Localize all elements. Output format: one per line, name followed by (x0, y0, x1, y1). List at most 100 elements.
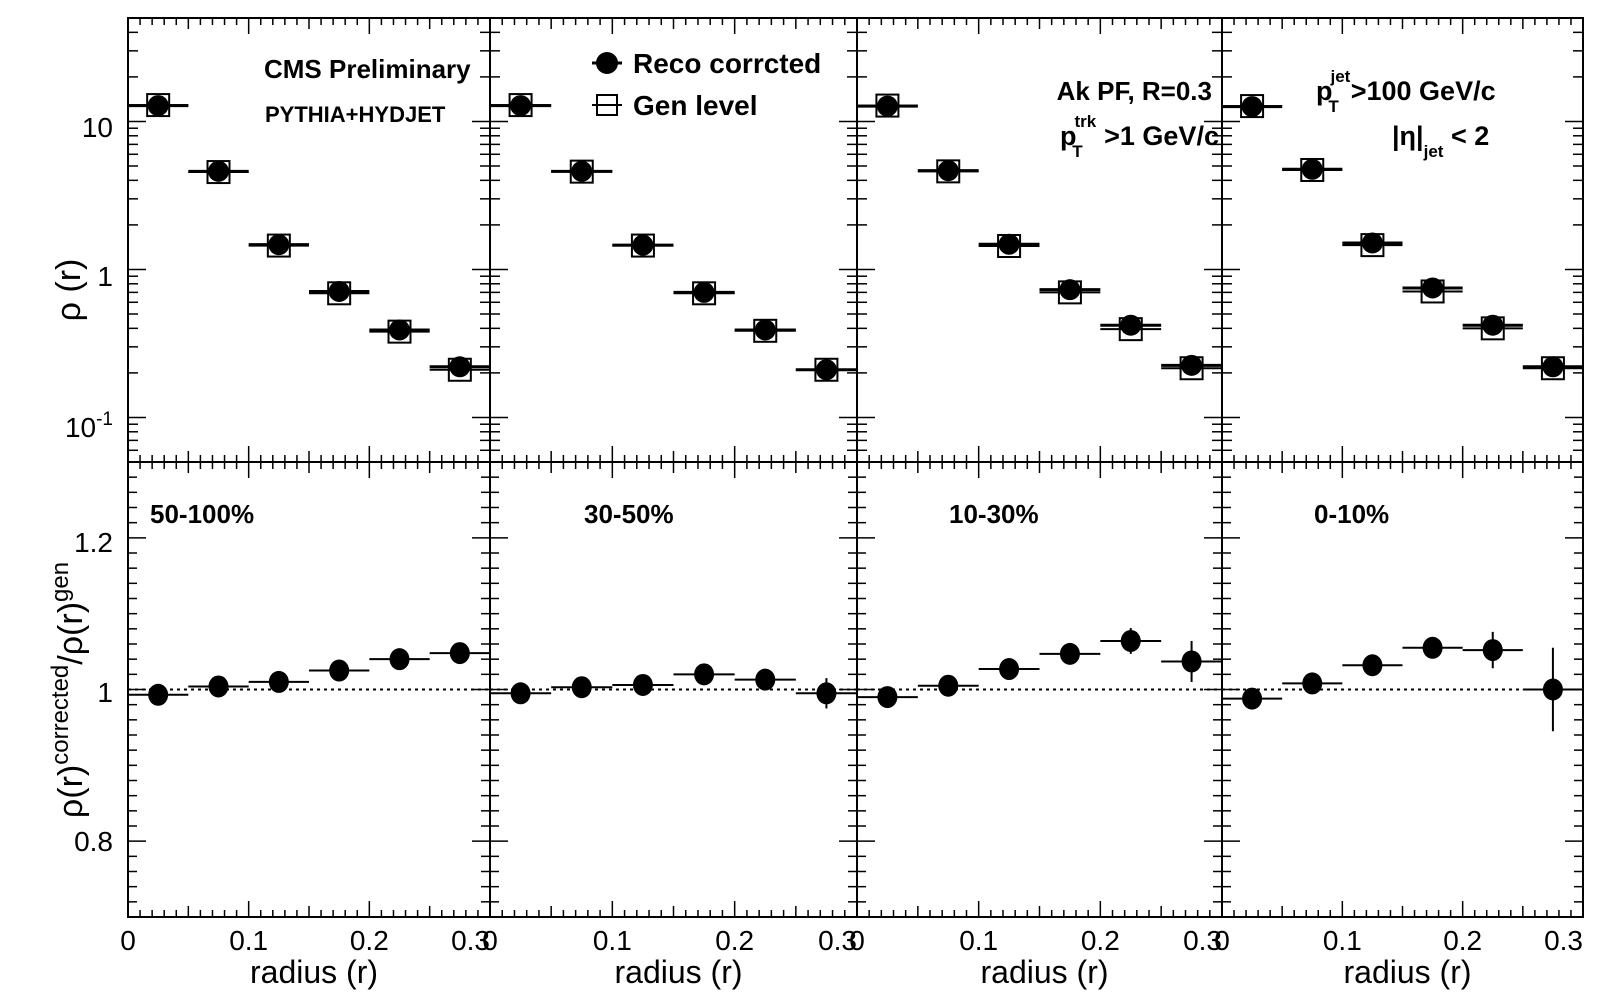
ratio-point (816, 682, 837, 705)
y-tick-label-top-0.1: 10-1 (65, 409, 113, 443)
ratio-point (1302, 672, 1323, 695)
legend-gen-label: Gen level (633, 90, 758, 121)
y-axis-title-bottom: ρ(r)corrected/ρ(r)gen (47, 562, 90, 818)
panel-frames (127, 17, 1584, 918)
y-axis-title-top: ρ (r) (50, 259, 88, 322)
x-tick-label: 0.3 (1544, 925, 1583, 956)
ratio-point (755, 668, 776, 691)
x-tick-label: 0.1 (959, 925, 998, 956)
ratio-point (1242, 687, 1263, 710)
x-tick-label: 0.2 (715, 925, 754, 956)
reco-point (1361, 232, 1383, 254)
reco-point (1542, 356, 1564, 378)
reco-point (754, 319, 776, 341)
centrality-label-30-50: 30-50% (584, 499, 674, 529)
reco-point (510, 95, 532, 117)
reco-point (1181, 354, 1203, 376)
jet-cut-label: pjet T>100 GeV/c (1316, 67, 1496, 116)
reco-point (998, 233, 1020, 255)
x-tick-label: 0.3 (451, 925, 490, 956)
x-tick-label: 0.3 (818, 925, 857, 956)
x-tick-label: 0.1 (229, 925, 268, 956)
reco-point (449, 356, 471, 378)
panel-frame-top-1 (489, 17, 858, 463)
centrality-label-0-10: 0-10% (1314, 499, 1389, 529)
x-tick-label: 0 (849, 925, 865, 956)
panel-frame-bottom-0 (127, 461, 491, 918)
x-tick-label: 0 (1214, 925, 1230, 956)
ratio-point (1362, 654, 1383, 677)
legend: Reco corrcted Gen level (592, 48, 821, 121)
reco-point (328, 280, 350, 302)
reco-point (937, 160, 959, 182)
x-tick-label: 0.2 (1443, 925, 1482, 956)
ratio-point (877, 686, 898, 709)
eta-cut-label: |η|jet < 2 (1392, 121, 1489, 161)
legend-reco-marker (596, 52, 618, 74)
reco-point (815, 359, 837, 381)
ratio-point (1181, 650, 1202, 673)
panel-frame-top-0 (127, 17, 491, 463)
reco-point (1422, 277, 1444, 299)
ratio-point (389, 648, 410, 671)
reco-point (693, 281, 715, 303)
y-tick-label-bottom-0.8: 0.8 (74, 826, 113, 857)
ratio-point (938, 674, 959, 697)
ratio-point (1542, 678, 1563, 701)
jet-algo-label: Ak PF, R=0.3 (1057, 76, 1212, 106)
x-tick-labels: 0 0.1 0.2 0.30 0.1 0.2 0.30 0.1 0.2 0.30 0.1 0.2 0.3 (120, 925, 1583, 956)
x-axis-label: radius (r) (980, 954, 1108, 990)
reco-point (389, 319, 410, 341)
x-tick-label: 0 (482, 925, 498, 956)
x-tick-label: 0.3 (1183, 925, 1222, 956)
ratio-point (1120, 629, 1141, 652)
x-tick-label: 0.1 (593, 925, 632, 956)
reco-point (632, 234, 654, 256)
ratio-point (208, 675, 229, 698)
ratio-point (148, 683, 169, 706)
reco-point (1120, 314, 1142, 336)
ratio-point (1059, 642, 1080, 665)
reco-point (1059, 279, 1081, 301)
x-tick-label: 0 (120, 925, 136, 956)
axis-ticks (127, 17, 1584, 918)
ratio-point (449, 642, 470, 665)
ratio-point (510, 682, 531, 705)
y-tick-label-top-10: 10 (82, 112, 113, 143)
reco-point (208, 160, 229, 182)
ratio-point (268, 670, 289, 693)
data-marks (128, 93, 1583, 732)
x-axis-label: radius (r) (250, 954, 378, 990)
reco-point (876, 95, 898, 117)
x-tick-label: 0.1 (1323, 925, 1362, 956)
x-tick-label: 0.2 (1081, 925, 1120, 956)
reco-point (147, 95, 169, 117)
x-axis-label: radius (r) (614, 954, 742, 990)
reco-point (268, 234, 290, 256)
x-axis-label: radius (r) (1343, 954, 1471, 990)
x-tick-label: 0.2 (350, 925, 389, 956)
centrality-label-50-100: 50-100% (150, 499, 254, 529)
reco-point (1301, 158, 1323, 180)
ratio-point (1422, 636, 1443, 659)
legend-gen-marker (596, 94, 618, 116)
ratio-point (1482, 639, 1503, 662)
ratio-point (329, 659, 350, 682)
reco-point (1241, 96, 1263, 118)
reco-point (571, 160, 593, 182)
ratio-point (999, 658, 1020, 681)
ratio-point (694, 663, 715, 686)
collaboration-label: CMS Preliminary (264, 54, 471, 84)
y-tick-labels: 10 1 10-1 1.2 1 0.8 (65, 112, 113, 857)
y-tick-label-top-1: 1 (97, 261, 113, 292)
reco-point (1482, 314, 1504, 336)
y-tick-label-bottom-1: 1 (97, 677, 113, 708)
trk-cut-label: ptrk T >1 GeV/c (1060, 112, 1219, 161)
centrality-label-10-30: 10-30% (949, 499, 1039, 529)
x-axis-labels: radius (r) radius (r) radius (r) radius (r) (250, 954, 1472, 990)
y-tick-label-bottom-1.2: 1.2 (74, 527, 113, 558)
generator-label: PYTHIA+HYDJET (265, 102, 446, 127)
ratio-point (571, 676, 592, 699)
ratio-point (632, 673, 653, 696)
